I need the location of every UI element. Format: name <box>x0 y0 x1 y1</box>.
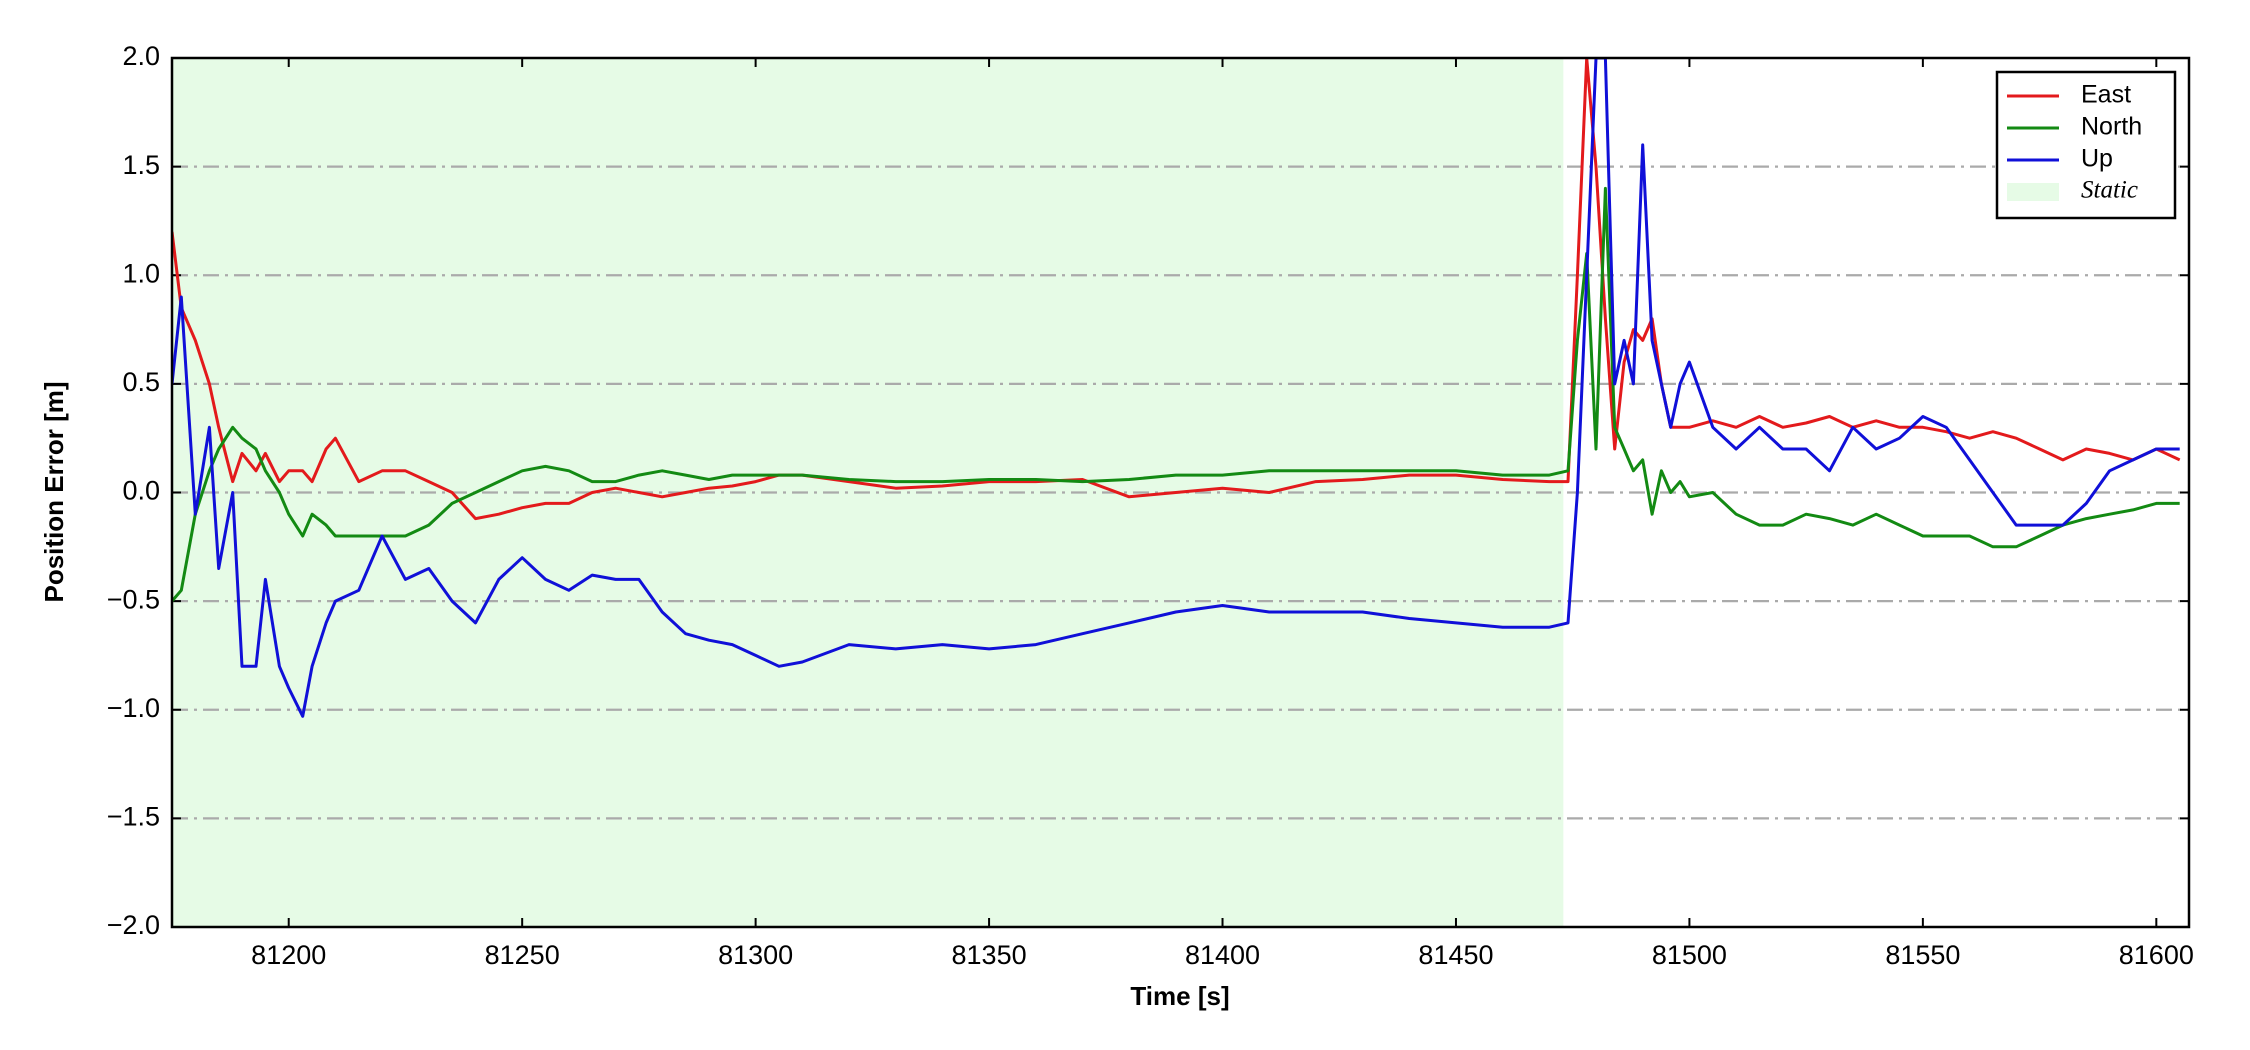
legend-label: Up <box>2081 145 2113 173</box>
plot-lines <box>172 58 2181 718</box>
x-tick-label: 81600 <box>2119 940 2194 970</box>
y-tick-label: −0.5 <box>107 584 160 614</box>
x-tick-label: 81250 <box>485 940 560 970</box>
y-tick-label: −1.5 <box>107 802 160 832</box>
y-tick-label: 0.0 <box>122 476 160 506</box>
legend-label: East <box>2081 81 2131 109</box>
legend-label: Static <box>2081 177 2138 204</box>
y-tick-label: 1.5 <box>122 150 160 180</box>
series-line <box>172 186 2180 603</box>
y-tick-label: −2.0 <box>107 910 160 940</box>
x-tick-label: 81350 <box>952 940 1027 970</box>
y-tick-label: 0.5 <box>122 367 160 397</box>
x-tick-label: 81550 <box>1885 940 1960 970</box>
y-tick-label: 2.0 <box>122 41 160 71</box>
legend-swatch <box>2007 183 2059 201</box>
x-tick-label: 81300 <box>718 940 793 970</box>
plot-frame <box>170 56 2191 929</box>
x-tick-label: 81200 <box>251 940 326 970</box>
x-tick-label: 81500 <box>1652 940 1727 970</box>
x-tick-label: 81400 <box>1185 940 1260 970</box>
y-axis-label: Position Error [m] <box>39 381 69 602</box>
legend-label: North <box>2081 113 2142 141</box>
series-line <box>172 58 2180 718</box>
y-tick-label: 1.0 <box>122 258 160 288</box>
y-tick-label: −1.0 <box>107 693 160 723</box>
series-line <box>172 58 2181 521</box>
x-axis-label: Time [s] <box>1130 981 1229 1011</box>
x-tick-label: 81450 <box>1418 940 1493 970</box>
